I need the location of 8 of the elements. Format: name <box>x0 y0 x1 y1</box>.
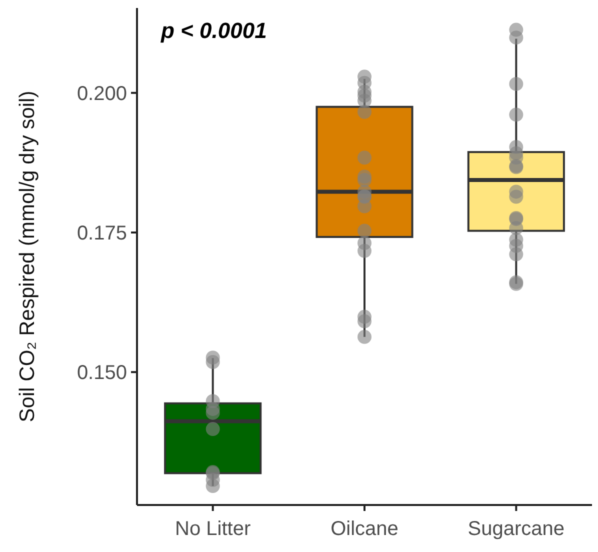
annotation: p < 0.0001 <box>160 18 267 43</box>
y-axis-title: Soil CO₂ Respired (mmol/g dry soil) <box>16 90 39 422</box>
x-tick-label: Oilcane <box>330 518 398 540</box>
y-tick-label: 0.150 <box>76 362 127 384</box>
x-tick-label: Sugarcane <box>468 518 565 540</box>
y-tick-label: 0.175 <box>76 222 127 244</box>
y-tick-label: 0.200 <box>76 82 127 105</box>
x-tick-label: No Litter <box>175 518 251 540</box>
